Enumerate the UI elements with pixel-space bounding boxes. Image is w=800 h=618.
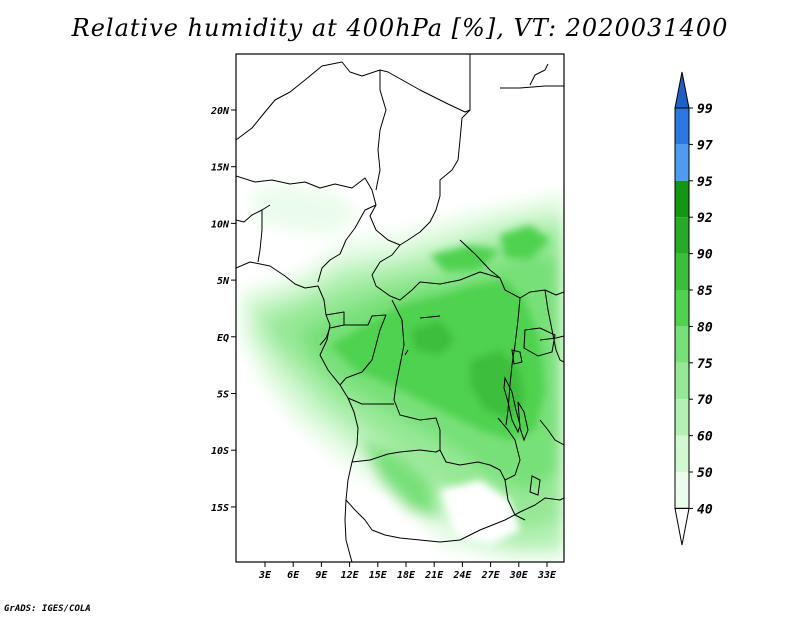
lat-label: 10S [211, 446, 229, 457]
colorbar-band [675, 180, 689, 218]
colorbar-bottom-arrow [674, 507, 690, 546]
colorbar-band [675, 253, 689, 290]
colorbar-label: 99 [697, 102, 713, 117]
colorbar-label: 92 [697, 211, 713, 226]
colorbar-band [675, 399, 689, 436]
colorbar-top-arrow [674, 71, 690, 109]
lon-label: 21E [424, 570, 444, 581]
colorbar-label: 85 [697, 284, 713, 299]
colorbar-band [675, 108, 689, 145]
grads-credit: GrADS: IGES/COLA [4, 604, 91, 614]
colorbar-outline [674, 107, 690, 509]
colorbar-label: 40 [697, 502, 713, 517]
humidity-shading [240, 185, 564, 560]
lon-label: 18E [397, 570, 416, 581]
colorbar-band [675, 290, 689, 327]
lon-label: 12E [341, 570, 360, 581]
longitude-axis: 3E 6E 9E 12E 15E 18E 21E 24E 27E 30E 33E [258, 562, 557, 581]
colorbar-label: 80 [697, 320, 713, 335]
latitude-axis: 20N 15N 10N 5N EQ 5S 10S 15S [210, 106, 236, 514]
colorbar: 99 97 95 92 90 85 80 75 70 60 50 40 [674, 71, 713, 546]
lon-label: 3E [258, 570, 272, 581]
lat-label: EQ [217, 333, 229, 344]
colorbar-label: 95 [697, 175, 713, 190]
lat-label: 20N [210, 106, 230, 117]
lon-label: 6E [287, 570, 300, 581]
lat-label: 15N [211, 163, 230, 174]
colorbar-label: 75 [697, 357, 713, 372]
country-borders [236, 54, 564, 562]
lakes [404, 315, 556, 496]
map-border [235, 53, 565, 563]
colorbar-label: 90 [697, 248, 713, 263]
colorbar-label: 97 [697, 138, 713, 153]
lon-label: 27E [481, 570, 501, 581]
colorbar-band [675, 144, 689, 181]
colorbar-band [675, 472, 689, 509]
lon-label: 9E [315, 570, 328, 581]
colorbar-band [675, 362, 689, 400]
colorbar-band [675, 217, 689, 254]
colorbar-band [675, 435, 689, 472]
lon-label: 30E [509, 570, 529, 581]
lon-label: 33E [537, 570, 557, 581]
lat-label: 15S [211, 503, 229, 514]
lat-label: 5N [217, 276, 230, 287]
lat-label: 10N [211, 219, 230, 230]
colorbar-band [675, 326, 689, 363]
colorbar-label: 50 [697, 466, 713, 481]
colorbar-label: 70 [697, 393, 713, 408]
chart-title: Relative humidity at 400hPa [%], VT: 202… [71, 14, 729, 42]
lon-label: 15E [369, 570, 388, 581]
colorbar-label: 60 [697, 430, 713, 445]
lon-label: 24E [452, 570, 472, 581]
lat-label: 5S [217, 390, 229, 401]
